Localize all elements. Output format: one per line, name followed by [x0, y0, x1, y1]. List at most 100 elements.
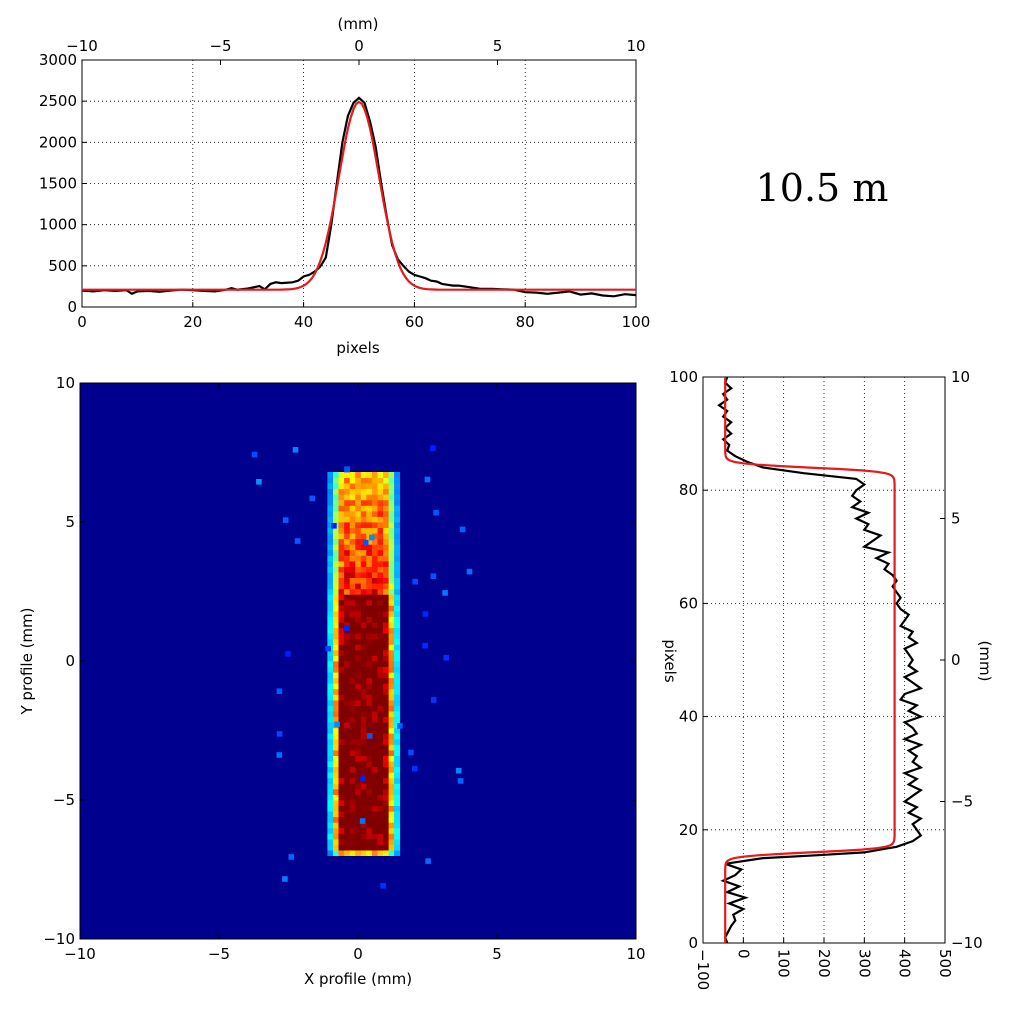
beam-cell	[344, 588, 351, 595]
beam-cell	[355, 583, 362, 590]
beam-cell	[355, 488, 362, 495]
noise-cell	[380, 883, 386, 889]
beam-cell	[366, 605, 373, 612]
beam-cell	[327, 599, 334, 606]
beam-cell	[383, 783, 389, 790]
beam-cell	[355, 638, 362, 645]
noise-cell	[459, 526, 466, 533]
beam-cell	[366, 694, 373, 701]
beam-cell	[371, 794, 378, 801]
beam-cell	[327, 472, 334, 478]
beam-cell	[349, 477, 356, 484]
beam-cell	[338, 750, 345, 756]
beam-cell	[377, 655, 384, 662]
beam-cell	[344, 750, 351, 756]
beam-cell	[338, 472, 345, 478]
beam-cell	[349, 699, 356, 706]
beam-cell	[333, 688, 339, 695]
beam-cell	[344, 655, 351, 662]
beam-cell	[327, 733, 334, 740]
beam-cell	[360, 522, 367, 528]
beam-cell	[371, 833, 378, 840]
beam-cell	[366, 750, 373, 756]
beam-cell	[327, 577, 334, 584]
beam-cell	[394, 761, 401, 768]
beam-cell	[327, 794, 334, 801]
beam-cell	[377, 833, 384, 840]
beam-cell	[344, 594, 351, 601]
beam-cell	[355, 800, 362, 806]
beam-cell	[344, 644, 351, 651]
y-profile-right-tick-label: 10	[951, 368, 970, 386]
beam-cell	[327, 850, 334, 856]
beam-cell	[371, 538, 378, 545]
beam-cell	[366, 644, 373, 651]
beam-cell	[394, 694, 401, 701]
y-profile-ylabel: pixels	[661, 639, 679, 683]
beam-cell	[388, 772, 395, 779]
beam-cell	[388, 716, 395, 723]
beam-cell	[344, 566, 351, 573]
beam-cell	[360, 633, 367, 640]
beam-cell	[344, 772, 351, 779]
beam-cell	[360, 572, 367, 578]
beam-cell	[327, 538, 334, 545]
beam-cell	[371, 510, 378, 517]
beam-cell	[349, 516, 356, 523]
beam-cell	[349, 800, 356, 806]
beam-cell	[388, 733, 395, 740]
beam-cell	[371, 661, 378, 667]
beam-cell	[333, 822, 339, 829]
beam-cell	[377, 577, 384, 584]
beam-cell	[394, 683, 401, 690]
beam-cell	[388, 722, 395, 729]
beam-cell	[366, 638, 373, 645]
beam-cell	[327, 505, 334, 512]
beam-cell	[377, 727, 384, 734]
beam-cell	[366, 516, 373, 523]
beam-cell	[371, 844, 378, 851]
beam-cell	[333, 683, 339, 690]
beam-cell	[394, 516, 401, 523]
beam-cell	[360, 733, 367, 740]
beam-cell	[333, 510, 339, 517]
beam-cell	[349, 488, 356, 495]
beam-cell	[383, 722, 389, 729]
beam-cell	[377, 705, 384, 712]
noise-cell	[288, 854, 295, 860]
beam-cell	[355, 605, 362, 612]
beam-cell	[394, 560, 401, 567]
noise-cell	[360, 776, 366, 782]
beam-cell	[333, 472, 339, 478]
beam-cell	[355, 560, 362, 567]
beam-cell	[366, 738, 373, 745]
beam-cell	[333, 544, 339, 551]
beam-cell	[383, 711, 389, 717]
beam-cell	[355, 783, 362, 790]
beam-cell	[327, 605, 334, 612]
beam-cell	[344, 727, 351, 734]
beam-cell	[333, 505, 339, 512]
beam-cell	[333, 755, 339, 762]
beam-cell	[371, 494, 378, 501]
beam-cell	[344, 783, 351, 790]
beam-cell	[338, 794, 345, 801]
beam-cell	[388, 816, 395, 823]
beam-cell	[338, 633, 345, 640]
beam-cell	[349, 605, 356, 612]
beam-cell	[344, 616, 351, 623]
beam-cell	[388, 549, 395, 556]
beam-cell	[333, 672, 339, 679]
beam-cell	[388, 499, 395, 506]
beam-cell	[394, 666, 401, 673]
beam-cell	[333, 844, 339, 851]
y-profile-right-tick-label: 5	[951, 510, 961, 528]
y-profile-ytick-label: 80	[679, 481, 698, 499]
noise-cell	[285, 651, 291, 657]
beam-cell	[355, 744, 362, 751]
beam-cell	[355, 555, 362, 562]
y-profile-fit-line	[724, 377, 896, 943]
beam-cell	[344, 705, 351, 712]
beam-cell	[355, 588, 362, 595]
beam-cell	[388, 750, 395, 756]
